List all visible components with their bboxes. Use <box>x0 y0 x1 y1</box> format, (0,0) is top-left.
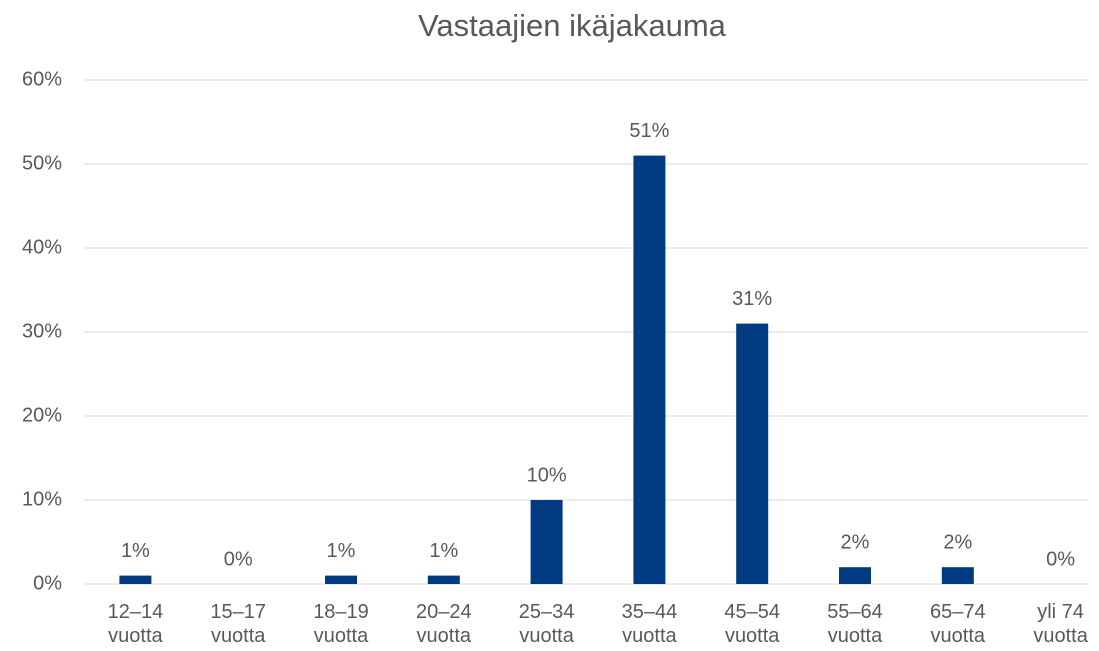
y-tick-label: 10% <box>22 488 62 510</box>
data-label: 1% <box>121 540 150 562</box>
bar <box>427 575 460 584</box>
y-tick-label: 40% <box>22 236 62 258</box>
data-label: 0% <box>1046 548 1075 570</box>
chart-title: Vastaajien ikäjakauma <box>418 8 727 43</box>
data-label: 0% <box>224 548 253 570</box>
x-tick-label: 15–17 vuotta <box>210 601 266 647</box>
bar <box>633 155 666 584</box>
data-label: 51% <box>629 120 669 142</box>
bar <box>325 575 357 584</box>
y-tick-label: 20% <box>22 404 62 426</box>
data-label: 1% <box>327 540 356 562</box>
x-tick-label: 18–19 vuotta <box>313 601 369 647</box>
x-tick-label: 55–64 vuotta <box>827 601 883 647</box>
data-label: 1% <box>429 540 458 562</box>
y-tick-label: 0% <box>33 572 62 594</box>
bar <box>530 500 563 584</box>
x-tick-label: 35–44 vuotta <box>621 601 678 647</box>
y-tick-label: 50% <box>22 152 62 174</box>
y-tick-label: 60% <box>22 68 62 90</box>
data-label: 2% <box>841 531 870 553</box>
x-tick-label: 25–34 vuotta <box>518 601 575 647</box>
x-tick-label: yli 74 vuotta <box>1033 601 1088 647</box>
bar <box>119 575 152 584</box>
bar <box>941 567 974 584</box>
x-tick-label: 45–54 vuotta <box>724 601 780 647</box>
data-label: 2% <box>943 531 972 553</box>
data-label: 10% <box>527 464 567 486</box>
data-label: 31% <box>732 288 772 310</box>
x-tick-label: 20–24 vuotta <box>415 601 472 647</box>
bar <box>839 567 871 584</box>
x-tick-label: 12–14 vuotta <box>107 601 164 647</box>
x-tick-label: 65–74 vuotta <box>929 601 986 647</box>
y-tick-label: 30% <box>22 320 62 342</box>
bar <box>736 323 769 584</box>
